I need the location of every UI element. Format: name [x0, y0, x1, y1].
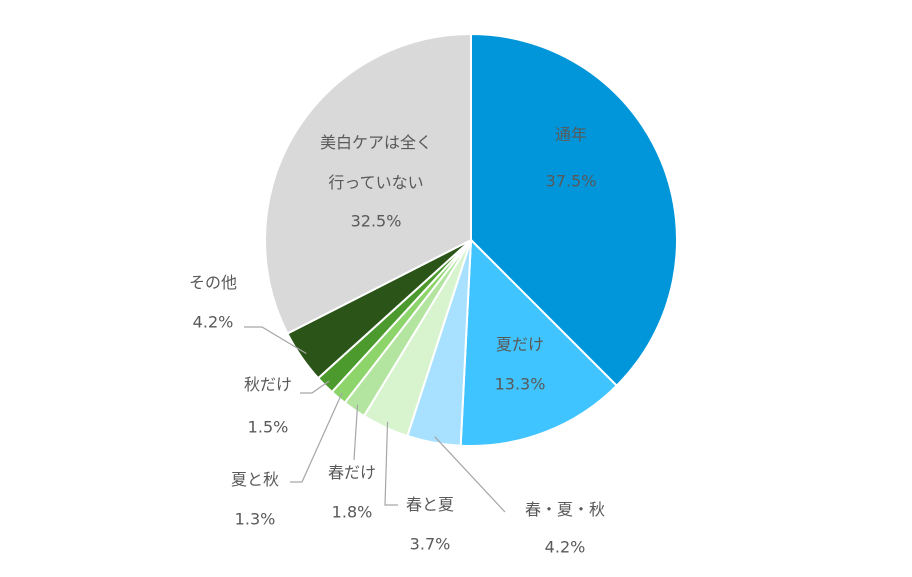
label-line: 秋だけ: [244, 375, 292, 394]
value-label: 1.3%: [235, 510, 276, 529]
label-line: 春だけ: [328, 463, 376, 482]
slice-label: 夏と秋: [231, 470, 279, 489]
slice-label: 春・夏・秋: [525, 500, 605, 519]
leader-line: [290, 392, 343, 483]
slice-label: 夏だけ: [496, 335, 544, 354]
leader-line: [353, 404, 359, 461]
value-label: 13.3%: [495, 375, 546, 394]
slice-label: 春と夏: [406, 495, 454, 514]
value-label: 4.2%: [193, 313, 234, 332]
pie-slice: [459, 237, 619, 447]
leader-line: [434, 436, 506, 513]
value-label: 4.2%: [545, 538, 586, 557]
label-line: 春・夏・秋: [525, 500, 605, 519]
pie-slice: [264, 32, 472, 335]
value-label: 3.7%: [410, 535, 451, 554]
value-label: 37.5%: [546, 172, 597, 191]
leader-line: [300, 380, 330, 394]
value-label: 1.8%: [332, 503, 373, 522]
label-line: 夏だけ: [496, 335, 544, 354]
slice-label: その他: [189, 273, 237, 292]
value-label: 32.5%: [351, 212, 402, 231]
label-line: 美白ケアは全く: [320, 133, 432, 152]
label-line: 通年: [555, 125, 587, 144]
label-line: 行っていない: [328, 173, 423, 192]
leader-line: [384, 421, 398, 506]
pie-slice: [470, 32, 678, 388]
label-line: 夏と秋: [231, 470, 279, 489]
value-label: 1.5%: [248, 418, 289, 437]
slice-label: 秋だけ: [244, 375, 292, 394]
label-line: その他: [189, 273, 237, 292]
leader-line: [244, 326, 307, 354]
label-line: 春と夏: [406, 495, 454, 514]
slice-label: 美白ケアは全く行っていない: [320, 133, 432, 192]
slice-label: 春だけ: [328, 463, 376, 482]
slice-label: 通年: [555, 125, 587, 144]
